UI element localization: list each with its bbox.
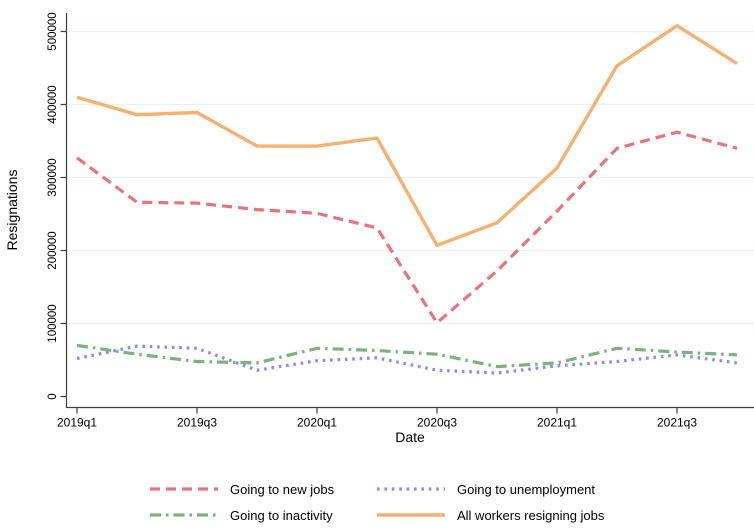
series-line-all-workers-resigning-jobs (76, 24, 738, 248)
legend-item-unemployment: Going to unemployment (375, 481, 595, 497)
y-tick-label: 0 (47, 393, 59, 399)
y-tick-label: 200000 (47, 231, 59, 269)
x-tick-label: 2021q1 (537, 416, 577, 430)
y-tick-label: 500000 (47, 12, 59, 50)
x-axis-title: Date (395, 429, 425, 445)
plot-area: 0 100000 200000 300000 400000 500000 2019q1 201… (4, 12, 754, 445)
x-tick-label: 2019q3 (177, 416, 217, 430)
series-line-going-to-inactivity (76, 343, 738, 369)
legend-label: All workers resigning jobs (457, 507, 605, 523)
legend-item-new-jobs: Going to new jobs (148, 481, 334, 497)
y-tick-label: 300000 (47, 158, 59, 196)
dotted-line-icon (377, 487, 445, 491)
x-tick-label: 2020q1 (297, 416, 337, 430)
y-tick-label: 400000 (47, 85, 59, 123)
y-tick-label: 100000 (47, 304, 59, 342)
y-axis-title: Resignations (4, 170, 20, 251)
dashdot-line-icon (150, 513, 218, 517)
dashed-line-icon (150, 487, 218, 491)
series-line-going-to-new-jobs (76, 130, 738, 325)
x-tick-label: 2019q1 (57, 416, 97, 430)
legend-label: Going to unemployment (457, 481, 596, 497)
legend-item-inactivity: Going to inactivity (148, 507, 333, 523)
legend-item-all-workers: All workers resigning jobs (375, 507, 604, 523)
solid-line-icon (377, 513, 445, 517)
series-line-going-to-unemployment (76, 344, 738, 375)
x-tick-label: 2020q3 (417, 416, 457, 430)
legend-label: Going to new jobs (230, 481, 335, 497)
legend-label: Going to inactivity (230, 507, 333, 523)
x-tick-label: 2021q3 (657, 416, 697, 430)
